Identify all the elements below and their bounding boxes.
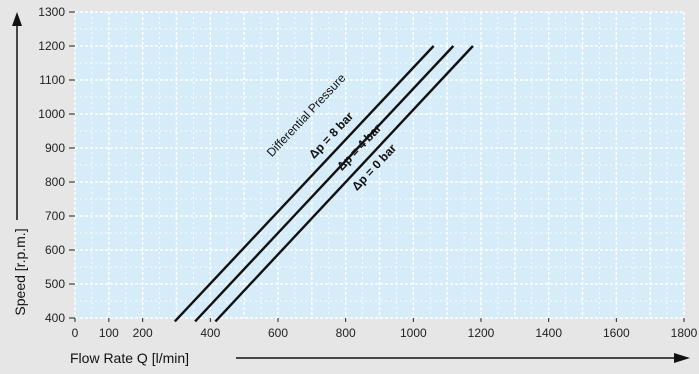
y-tick-label: 500 <box>45 277 65 291</box>
y-axis-arrowhead <box>12 12 22 26</box>
y-tick-label: 1000 <box>38 107 65 121</box>
series-line-0 <box>173 45 435 323</box>
y-tick-label: 700 <box>45 209 65 223</box>
y-tick-label: 1200 <box>38 39 65 53</box>
x-tick-label: 1200 <box>468 326 495 340</box>
y-tick-label: 1300 <box>38 5 65 19</box>
x-axis-label: Flow Rate Q [l/min] <box>70 350 189 366</box>
y-axis-label: Speed [r.p.m.] <box>12 228 28 315</box>
x-tick-label: 400 <box>200 326 220 340</box>
y-tick-label: 900 <box>45 141 65 155</box>
x-axis-arrowhead <box>674 353 690 363</box>
x-tick-label: 200 <box>133 326 153 340</box>
x-tick-label: 1400 <box>535 326 562 340</box>
x-tick-label: 1600 <box>603 326 630 340</box>
tick-layer: 400 500 600 700 800 900 1000 1100 1200 1300 0 100 20… <box>38 5 697 340</box>
series-line-2 <box>214 45 474 323</box>
axis-arrows <box>12 12 690 363</box>
y-tick-label: 600 <box>45 243 65 257</box>
y-tick-label: 1100 <box>39 73 65 87</box>
x-tick-label: 100 <box>99 326 119 340</box>
x-tick-label: 800 <box>336 326 356 340</box>
series-layer <box>173 45 474 323</box>
series-line-1 <box>194 45 455 323</box>
x-tick-label: 600 <box>268 326 288 340</box>
x-tick-label: 0 <box>72 326 79 340</box>
x-tick-label: 1000 <box>400 326 427 340</box>
x-tick-label: 1800 <box>671 326 698 340</box>
y-tick-label: 800 <box>45 175 65 189</box>
y-tick-label: 400 <box>45 311 65 325</box>
